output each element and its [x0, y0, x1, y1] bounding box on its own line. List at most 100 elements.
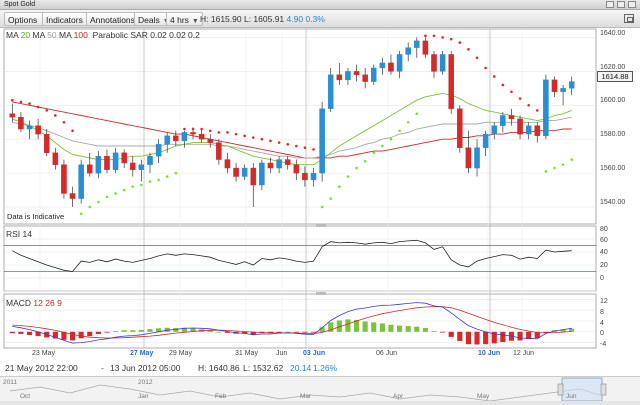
options-label: Options	[8, 15, 38, 25]
macd-histogram-bar	[448, 331, 454, 337]
sar-dot	[527, 104, 530, 107]
candle-down	[353, 71, 360, 75]
macd-tick: -4	[600, 341, 607, 348]
macd-histogram-bar	[336, 320, 342, 332]
macd-histogram-bar	[560, 329, 566, 332]
macd-histogram-bar	[173, 328, 179, 332]
navigator-label: Mar	[300, 393, 312, 400]
time-navigator[interactable]: 2011 2012 Oct Jan Feb Mar Apr May Jun	[0, 376, 640, 405]
macd-histogram-bar	[465, 331, 472, 345]
indicative-note: Data is Indicative	[7, 212, 65, 221]
macd-histogram-bar	[87, 331, 93, 337]
macd-histogram-bar	[474, 331, 480, 345]
main-panel-frame	[3, 28, 597, 225]
macd-histogram-bar	[26, 331, 33, 336]
macd-histogram-bar	[379, 323, 385, 332]
rsi-line	[12, 239, 572, 272]
range-bar: 21 May 2012 22:00 - 13 Jun 2012 05:00 H:…	[0, 362, 640, 374]
sar-dot	[251, 136, 255, 139]
candle-up	[560, 88, 566, 92]
rsi-tick: 40	[600, 249, 608, 256]
range-change-pct: 1.26%	[313, 363, 338, 373]
sar-dot	[398, 129, 401, 133]
window-titlebar: Spot Gold	[0, 0, 640, 10]
rsi-legend: RSI 14	[6, 229, 32, 239]
x-axis-label: 29 May	[169, 350, 192, 357]
navigator-graph[interactable]	[0, 377, 640, 405]
sar-dot	[140, 183, 143, 187]
sar-dot	[148, 180, 152, 183]
macd-histogram-bar	[310, 331, 317, 333]
rsi-tick: 20	[600, 262, 608, 269]
candle-down	[293, 164, 300, 174]
sar-dot	[535, 109, 539, 112]
macd-histogram-bar	[190, 328, 196, 332]
candle-down	[508, 115, 515, 120]
candle-down	[267, 162, 274, 169]
candle-up	[276, 159, 282, 169]
interval-select[interactable]: 4 hrs ▼	[166, 12, 203, 26]
candle-up	[439, 54, 446, 72]
sar-dot	[295, 144, 298, 148]
fullscreen-icon[interactable]	[624, 14, 634, 23]
rsi-tick: 60	[600, 237, 608, 244]
navigator-label: Apr	[393, 393, 404, 400]
close-icon[interactable]	[628, 1, 636, 8]
ma100-line	[12, 101, 572, 159]
ohlc-readout: H: 1615.90 L: 1605.91 4.90 0.3%	[200, 12, 325, 26]
sar-dot	[561, 163, 565, 166]
candle-down	[233, 167, 239, 177]
sar-dot	[71, 129, 74, 133]
x-axis-label: 03 Jun	[303, 350, 326, 357]
sar-dot	[441, 36, 444, 39]
navigator-label: May	[477, 393, 490, 400]
candle-up	[95, 155, 102, 174]
maximize-icon[interactable]	[617, 1, 625, 8]
candle-down	[9, 113, 16, 118]
sar-dot	[62, 120, 66, 124]
x-axis-label: 31 May	[235, 350, 258, 357]
macd-histogram-bar	[9, 331, 15, 334]
sar-dot	[88, 205, 92, 209]
candle-up	[379, 62, 386, 69]
sar-dot	[11, 98, 14, 102]
candle-up	[112, 152, 119, 170]
candle-down	[35, 125, 41, 135]
macd-legend: MACD 12 26 9	[6, 298, 62, 308]
x-axis-label: 12 Jun	[513, 350, 535, 357]
x-axis-label: 27 May	[130, 350, 154, 357]
macd-histogram-bar	[319, 327, 325, 332]
macd-histogram-bar	[250, 331, 256, 335]
rsi-splitter-handle	[316, 224, 326, 227]
candle-up	[405, 47, 411, 55]
candle-down	[130, 162, 136, 170]
candle-down	[388, 62, 394, 72]
sar-dot	[191, 127, 195, 131]
price-tick: 1640.00	[600, 30, 626, 37]
sar-dot	[54, 114, 57, 117]
ma100-value: 100	[73, 30, 88, 40]
macd-label: MACD	[6, 298, 32, 308]
sar-dot	[105, 195, 109, 199]
sar-dot	[226, 131, 229, 134]
rsi-tick: 0	[600, 275, 604, 282]
candle-up	[500, 115, 506, 126]
macd-histogram-bar	[276, 331, 282, 333]
candle-down	[207, 139, 214, 143]
sar-dot	[329, 197, 333, 200]
price-tick: 1600.00	[600, 97, 626, 104]
chart-toolbar: Options▼ Indicators▼ Annotations▼ Deals▼…	[0, 10, 640, 28]
sar-values: 0.02 0.02 0.2	[150, 30, 200, 40]
sar-dot	[19, 100, 23, 104]
macd-histogram-bar	[483, 331, 489, 345]
macd-histogram-bar	[52, 331, 58, 339]
sar-dot	[79, 212, 83, 216]
sar-dot	[355, 166, 358, 170]
candle-down	[362, 74, 368, 82]
range-start: 21 May 2012 22:00	[5, 363, 78, 373]
candle-down	[422, 40, 429, 55]
sar-dot	[243, 134, 246, 138]
minimize-icon[interactable]	[606, 1, 614, 8]
candle-down	[284, 159, 291, 165]
